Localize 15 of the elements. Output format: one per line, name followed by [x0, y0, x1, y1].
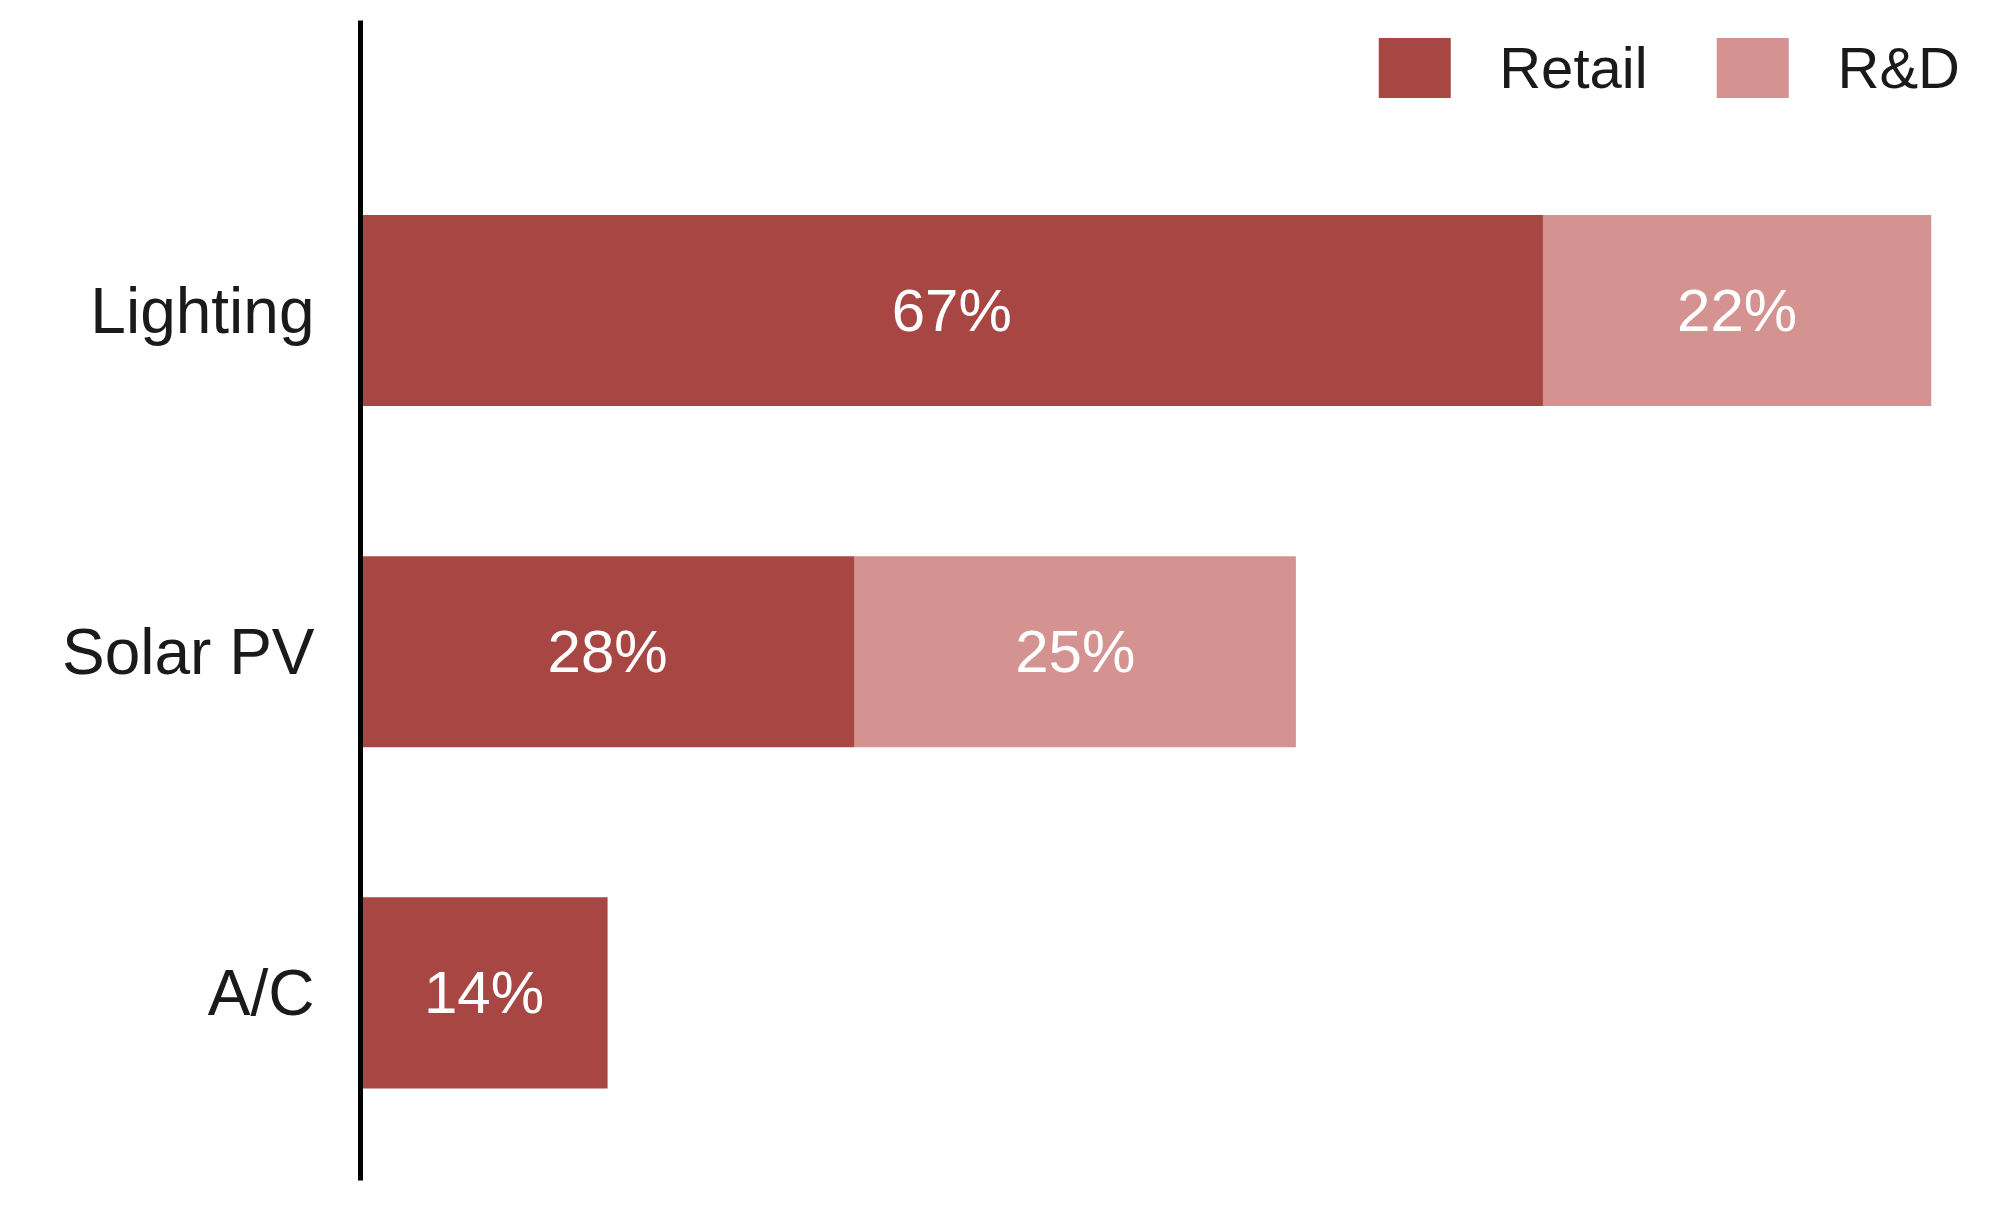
bar	[360, 214, 1543, 407]
y-tick-label: Solar PV	[61, 615, 315, 688]
bar	[360, 897, 608, 1089]
y-tick-label: A/C	[207, 956, 315, 1029]
bar	[1542, 214, 1932, 407]
legend-label: Retail	[1499, 34, 1648, 101]
data-label: 28%	[547, 618, 668, 686]
data-label: 14%	[424, 959, 545, 1027]
data-label: 25%	[1015, 618, 1136, 686]
bar	[360, 556, 855, 748]
legend-label: R&D	[1837, 34, 1960, 101]
y-tick-label: Lighting	[90, 274, 315, 347]
data-label: 67%	[891, 277, 1012, 344]
bar	[854, 556, 1296, 748]
data-label: 22%	[1677, 277, 1798, 344]
